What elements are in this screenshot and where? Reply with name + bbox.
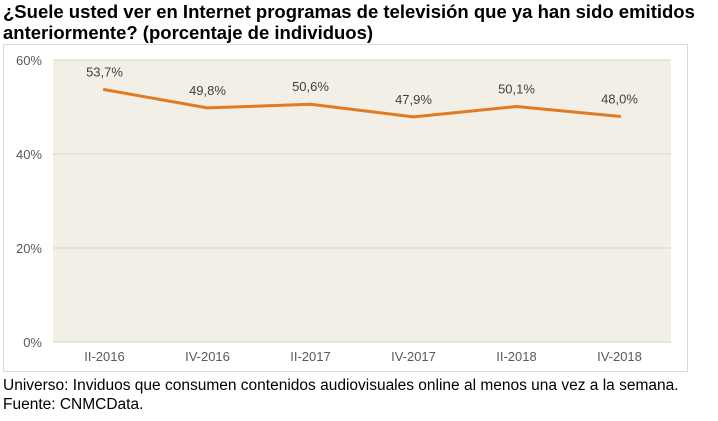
data-label: 53,7% (86, 65, 123, 80)
y-axis: 0% 20% 40% 60% (16, 53, 42, 350)
series-line (103, 88, 621, 119)
data-labels: 53,7% 49,8% 50,6% 47,9% 50,1% 48,0% (86, 65, 638, 107)
data-point (103, 88, 106, 92)
x-tick-label: IV-2016 (185, 349, 230, 364)
y-tick-label: 0% (23, 335, 42, 350)
data-label: 48,0% (601, 91, 638, 106)
data-point (206, 106, 209, 110)
y-tick-label: 20% (16, 241, 42, 256)
x-tick-label: IV-2018 (597, 349, 642, 364)
data-point (618, 114, 621, 118)
x-tick-label: II-2016 (84, 349, 124, 364)
data-label: 49,8% (189, 83, 226, 98)
plot-area (53, 60, 671, 342)
data-point (309, 102, 312, 106)
data-point (515, 105, 518, 109)
x-tick-label: II-2017 (290, 349, 330, 364)
y-tick-label: 40% (16, 147, 42, 162)
gridlines (53, 59, 671, 343)
data-points (103, 88, 621, 119)
x-axis: II-2016 IV-2016 II-2017 IV-2017 II-2018 IV-20… (84, 349, 642, 364)
y-tick-label: 60% (16, 53, 42, 68)
x-tick-label: II-2018 (496, 349, 536, 364)
x-tick-label: IV-2017 (391, 349, 436, 364)
data-point (412, 115, 415, 119)
data-label: 47,9% (395, 92, 432, 107)
source-note: Fuente: CNMCData. (3, 396, 144, 413)
universe-note: Universo: Inviduos que consumen contenid… (3, 377, 679, 394)
data-label: 50,1% (498, 82, 535, 97)
chart-title: ¿Suele usted ver en Internet programas d… (3, 1, 695, 43)
data-label: 50,6% (292, 79, 329, 94)
chart-footer: Universo: Inviduos que consumen contenid… (3, 376, 679, 414)
